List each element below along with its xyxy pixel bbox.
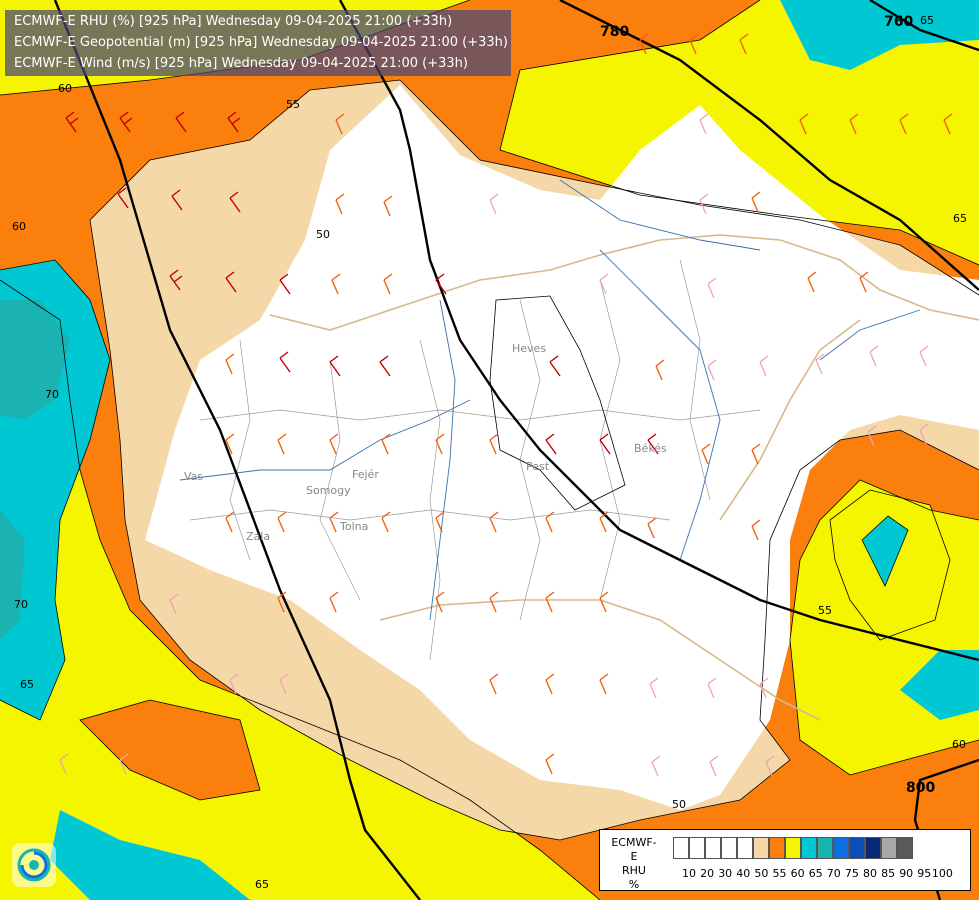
legend-swatch	[689, 837, 705, 859]
legend-swatch	[865, 837, 881, 859]
legend-swatches	[673, 837, 913, 859]
legend-swatch	[705, 837, 721, 859]
rhu-label: 65	[920, 14, 934, 27]
legend-swatch	[833, 837, 849, 859]
legend-tick-label: 60	[790, 867, 805, 880]
region-label: Somogy	[306, 484, 351, 497]
rhu-label: 60	[12, 220, 26, 233]
legend-tick-label: 75	[844, 867, 859, 880]
legend-model: ECMWF-E	[611, 836, 657, 863]
title-wind: ECMWF-E Wind (m/s) [925 hPa] Wednesday 0…	[14, 56, 468, 71]
legend-swatch	[849, 837, 865, 859]
legend-swatch	[721, 837, 737, 859]
rhu-70-zone-ne	[780, 0, 979, 70]
region-label: Zala	[246, 530, 270, 543]
admin-borders	[269, 234, 979, 721]
legend-tick-label: 85	[881, 867, 896, 880]
legend-title: ECMWF-E RHU %	[608, 836, 660, 892]
geopotential-label: 800	[906, 780, 935, 796]
region-label: Pest	[526, 460, 550, 473]
legend-tick-label: 50	[754, 867, 769, 880]
legend-swatch	[785, 837, 801, 859]
region-label: Tolna	[339, 520, 368, 533]
rhu-70-zone-se	[900, 650, 979, 720]
geopotential-label: 780	[600, 24, 629, 40]
geopotential-label: 760	[884, 14, 913, 30]
legend-swatch	[897, 837, 913, 859]
rhu-60-zone-se	[80, 700, 260, 800]
rhu-label: 50	[672, 798, 686, 811]
legend-tick-label: 65	[808, 867, 823, 880]
rhu-50-zone	[145, 85, 979, 810]
wind-barbs-orange	[225, 33, 953, 775]
rhu-label: 55	[818, 604, 832, 617]
legend-tick-label: 55	[772, 867, 787, 880]
geopotential-labels: 780 760 800	[600, 14, 935, 796]
rhu-label: 55	[286, 98, 300, 111]
region-labels: Vas Zala Somogy Fejér Tolna Pest Heves B…	[184, 342, 667, 543]
rhu-label: 60	[58, 82, 72, 95]
rhu-label: 70	[45, 388, 59, 401]
rhu-legend: ECMWF-E RHU % 10 20 30 40 50 55 60 65 70 75 80 85 90…	[599, 829, 971, 891]
wind-barbs-pink	[59, 113, 929, 777]
wind-barbs-red	[65, 111, 659, 455]
rhu-75-zone-west	[0, 300, 70, 640]
rhu-label: 65	[953, 212, 967, 225]
geopotential-isolines	[53, 0, 979, 900]
rhu-label: 60	[952, 738, 966, 751]
legend-swatch	[801, 837, 817, 859]
rhu-label: 50	[316, 228, 330, 241]
region-label: Fejér	[352, 468, 379, 481]
legend-tick-label: 90	[899, 867, 914, 880]
legend-variable: RHU	[622, 864, 646, 877]
legend-tick-label: 40	[736, 867, 751, 880]
county-lines	[189, 259, 761, 661]
region-label: Békés	[634, 442, 667, 455]
legend-swatch	[673, 837, 689, 859]
legend-tick-label: 95	[917, 867, 932, 880]
region-label: Heves	[512, 342, 546, 355]
title-geopotential: ECMWF-E Geopotential (m) [925 hPa] Wedne…	[14, 35, 508, 50]
legend-swatch	[753, 837, 769, 859]
region-label: Vas	[184, 470, 203, 483]
rivers	[179, 179, 921, 621]
legend-swatch	[817, 837, 833, 859]
legend-tick-label: 30	[718, 867, 733, 880]
contour-labels: 55 50 60 65 70 70 65 55 60 50 65 60 65	[12, 14, 967, 891]
rhu-label: 65	[255, 878, 269, 891]
legend-swatch	[737, 837, 753, 859]
map-title-box: ECMWF-E RHU (%) [925 hPa] Wednesday 09-0…	[5, 10, 511, 76]
legend-tick-label: 70	[826, 867, 841, 880]
rhu-label: 65	[20, 678, 34, 691]
legend-tick-label: 100	[931, 867, 953, 880]
logo-icon	[12, 843, 56, 887]
legend-unit: %	[628, 878, 640, 891]
legend-tick-label: 10	[682, 867, 696, 880]
rhu-label: 70	[14, 598, 28, 611]
legend-tick-label: 20	[700, 867, 715, 880]
rhu-70-zone-east	[862, 516, 908, 586]
legend-tick-label: 80	[863, 867, 877, 880]
legend-swatch	[769, 837, 785, 859]
rhu-70-zone-south	[50, 810, 250, 900]
title-rhu: ECMWF-E RHU (%) [925 hPa] Wednesday 09-0…	[14, 14, 453, 29]
legend-swatch	[881, 837, 897, 859]
